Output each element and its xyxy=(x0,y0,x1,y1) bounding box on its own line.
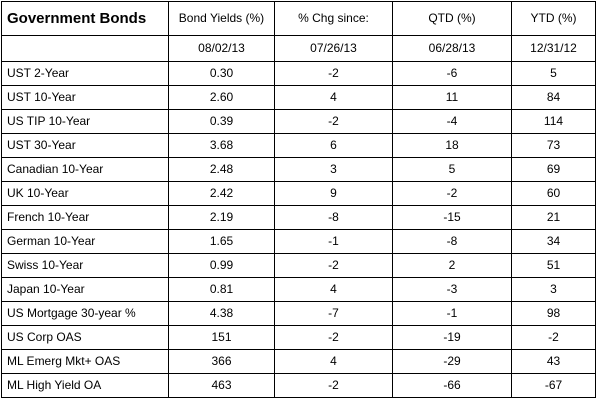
pct-chg-cell: -1 xyxy=(274,229,393,254)
bond-name-cell: Canadian 10-Year xyxy=(1,157,169,182)
bond-yield-cell: 463 xyxy=(168,373,275,398)
pct-chg-cell: 4 xyxy=(274,349,393,374)
table-body: Government Bonds Bond Yields (%) % Chg s… xyxy=(1,1,596,398)
pct-chg-cell: -2 xyxy=(274,325,393,350)
qtd-cell: 5 xyxy=(392,157,512,182)
ytd-cell: 43 xyxy=(511,349,596,374)
pct-chg-cell: 4 xyxy=(274,277,393,302)
bond-name-cell: German 10-Year xyxy=(1,229,169,254)
ytd-cell: 21 xyxy=(511,205,596,230)
qtd-cell: -29 xyxy=(392,349,512,374)
qtd-cell: -15 xyxy=(392,205,512,230)
qtd-cell: -66 xyxy=(392,373,512,398)
ytd-cell: 98 xyxy=(511,301,596,326)
ytd-cell: 3 xyxy=(511,277,596,302)
bond-yield-cell: 2.60 xyxy=(168,85,275,110)
ytd-cell: 34 xyxy=(511,229,596,254)
table-row: Canadian 10-Year 2.48 3 5 69 xyxy=(1,157,596,182)
pct-chg-cell: 9 xyxy=(274,181,393,206)
qtd-cell: -8 xyxy=(392,229,512,254)
qtd-cell: -3 xyxy=(392,277,512,302)
qtd-cell: 18 xyxy=(392,133,512,158)
table-row: UK 10-Year 2.42 9 -2 60 xyxy=(1,181,596,206)
bond-yield-cell: 2.19 xyxy=(168,205,275,230)
qtd-cell: -4 xyxy=(392,109,512,134)
table-row: UST 2-Year 0.30 -2 -6 5 xyxy=(1,61,596,86)
ytd-cell: -2 xyxy=(511,325,596,350)
ytd-cell: 84 xyxy=(511,85,596,110)
date-qtd: 06/28/13 xyxy=(392,35,512,62)
government-bonds-table: Government Bonds Bond Yields (%) % Chg s… xyxy=(1,1,596,398)
bond-yield-cell: 0.81 xyxy=(168,277,275,302)
bond-yield-cell: 366 xyxy=(168,349,275,374)
bond-name-cell: US Mortgage 30-year % xyxy=(1,301,169,326)
table-row: US Mortgage 30-year % 4.38 -7 -1 98 xyxy=(1,301,596,326)
date-row-blank xyxy=(1,35,169,62)
bond-name-cell: ML Emerg Mkt+ OAS xyxy=(1,349,169,374)
bond-name-cell: UST 30-Year xyxy=(1,133,169,158)
bond-name-cell: UK 10-Year xyxy=(1,181,169,206)
bond-yield-cell: 0.30 xyxy=(168,61,275,86)
column-header-bond-yields: Bond Yields (%) xyxy=(168,1,275,36)
bond-yield-cell: 151 xyxy=(168,325,275,350)
bond-yield-cell: 4.38 xyxy=(168,301,275,326)
bond-yield-cell: 0.99 xyxy=(168,253,275,278)
qtd-cell: 11 xyxy=(392,85,512,110)
pct-chg-cell: -2 xyxy=(274,253,393,278)
bond-yield-cell: 0.39 xyxy=(168,109,275,134)
qtd-cell: 2 xyxy=(392,253,512,278)
ytd-cell: 114 xyxy=(511,109,596,134)
column-header-pct-chg: % Chg since: xyxy=(274,1,393,36)
bond-name-cell: ML High Yield OA xyxy=(1,373,169,398)
bond-yield-cell: 3.68 xyxy=(168,133,275,158)
ytd-cell: -67 xyxy=(511,373,596,398)
ytd-cell: 73 xyxy=(511,133,596,158)
table-row: UST 30-Year 3.68 6 18 73 xyxy=(1,133,596,158)
table-row: ML Emerg Mkt+ OAS 366 4 -29 43 xyxy=(1,349,596,374)
table-row: UST 10-Year 2.60 4 11 84 xyxy=(1,85,596,110)
pct-chg-cell: -2 xyxy=(274,61,393,86)
qtd-cell: -2 xyxy=(392,181,512,206)
bond-name-cell: UST 2-Year xyxy=(1,61,169,86)
ytd-cell: 69 xyxy=(511,157,596,182)
table-title: Government Bonds xyxy=(1,1,169,36)
column-header-ytd: YTD (%) xyxy=(511,1,596,36)
pct-chg-cell: -2 xyxy=(274,373,393,398)
qtd-cell: -1 xyxy=(392,301,512,326)
bond-name-cell: US TIP 10-Year xyxy=(1,109,169,134)
ytd-cell: 51 xyxy=(511,253,596,278)
table-row: Swiss 10-Year 0.99 -2 2 51 xyxy=(1,253,596,278)
bond-name-cell: Swiss 10-Year xyxy=(1,253,169,278)
table-row: French 10-Year 2.19 -8 -15 21 xyxy=(1,205,596,230)
table-row: Japan 10-Year 0.81 4 -3 3 xyxy=(1,277,596,302)
bond-name-cell: US Corp OAS xyxy=(1,325,169,350)
qtd-cell: -6 xyxy=(392,61,512,86)
pct-chg-cell: -8 xyxy=(274,205,393,230)
date-bond-yields: 08/02/13 xyxy=(168,35,275,62)
pct-chg-cell: 4 xyxy=(274,85,393,110)
bond-yield-cell: 1.65 xyxy=(168,229,275,254)
table-row: US Corp OAS 151 -2 -19 -2 xyxy=(1,325,596,350)
table-row: ML High Yield OA 463 -2 -66 -67 xyxy=(1,373,596,398)
date-ytd: 12/31/12 xyxy=(511,35,596,62)
ytd-cell: 5 xyxy=(511,61,596,86)
pct-chg-cell: -2 xyxy=(274,109,393,134)
bond-name-cell: Japan 10-Year xyxy=(1,277,169,302)
ytd-cell: 60 xyxy=(511,181,596,206)
column-header-qtd: QTD (%) xyxy=(392,1,512,36)
bond-yield-cell: 2.42 xyxy=(168,181,275,206)
pct-chg-cell: 6 xyxy=(274,133,393,158)
bond-name-cell: French 10-Year xyxy=(1,205,169,230)
pct-chg-cell: -7 xyxy=(274,301,393,326)
date-pct-chg: 07/26/13 xyxy=(274,35,393,62)
header-row: Government Bonds Bond Yields (%) % Chg s… xyxy=(1,1,596,36)
qtd-cell: -19 xyxy=(392,325,512,350)
bond-name-cell: UST 10-Year xyxy=(1,85,169,110)
pct-chg-cell: 3 xyxy=(274,157,393,182)
bond-yield-cell: 2.48 xyxy=(168,157,275,182)
date-row: 08/02/13 07/26/13 06/28/13 12/31/12 xyxy=(1,35,596,62)
table-row: German 10-Year 1.65 -1 -8 34 xyxy=(1,229,596,254)
table-row: US TIP 10-Year 0.39 -2 -4 114 xyxy=(1,109,596,134)
